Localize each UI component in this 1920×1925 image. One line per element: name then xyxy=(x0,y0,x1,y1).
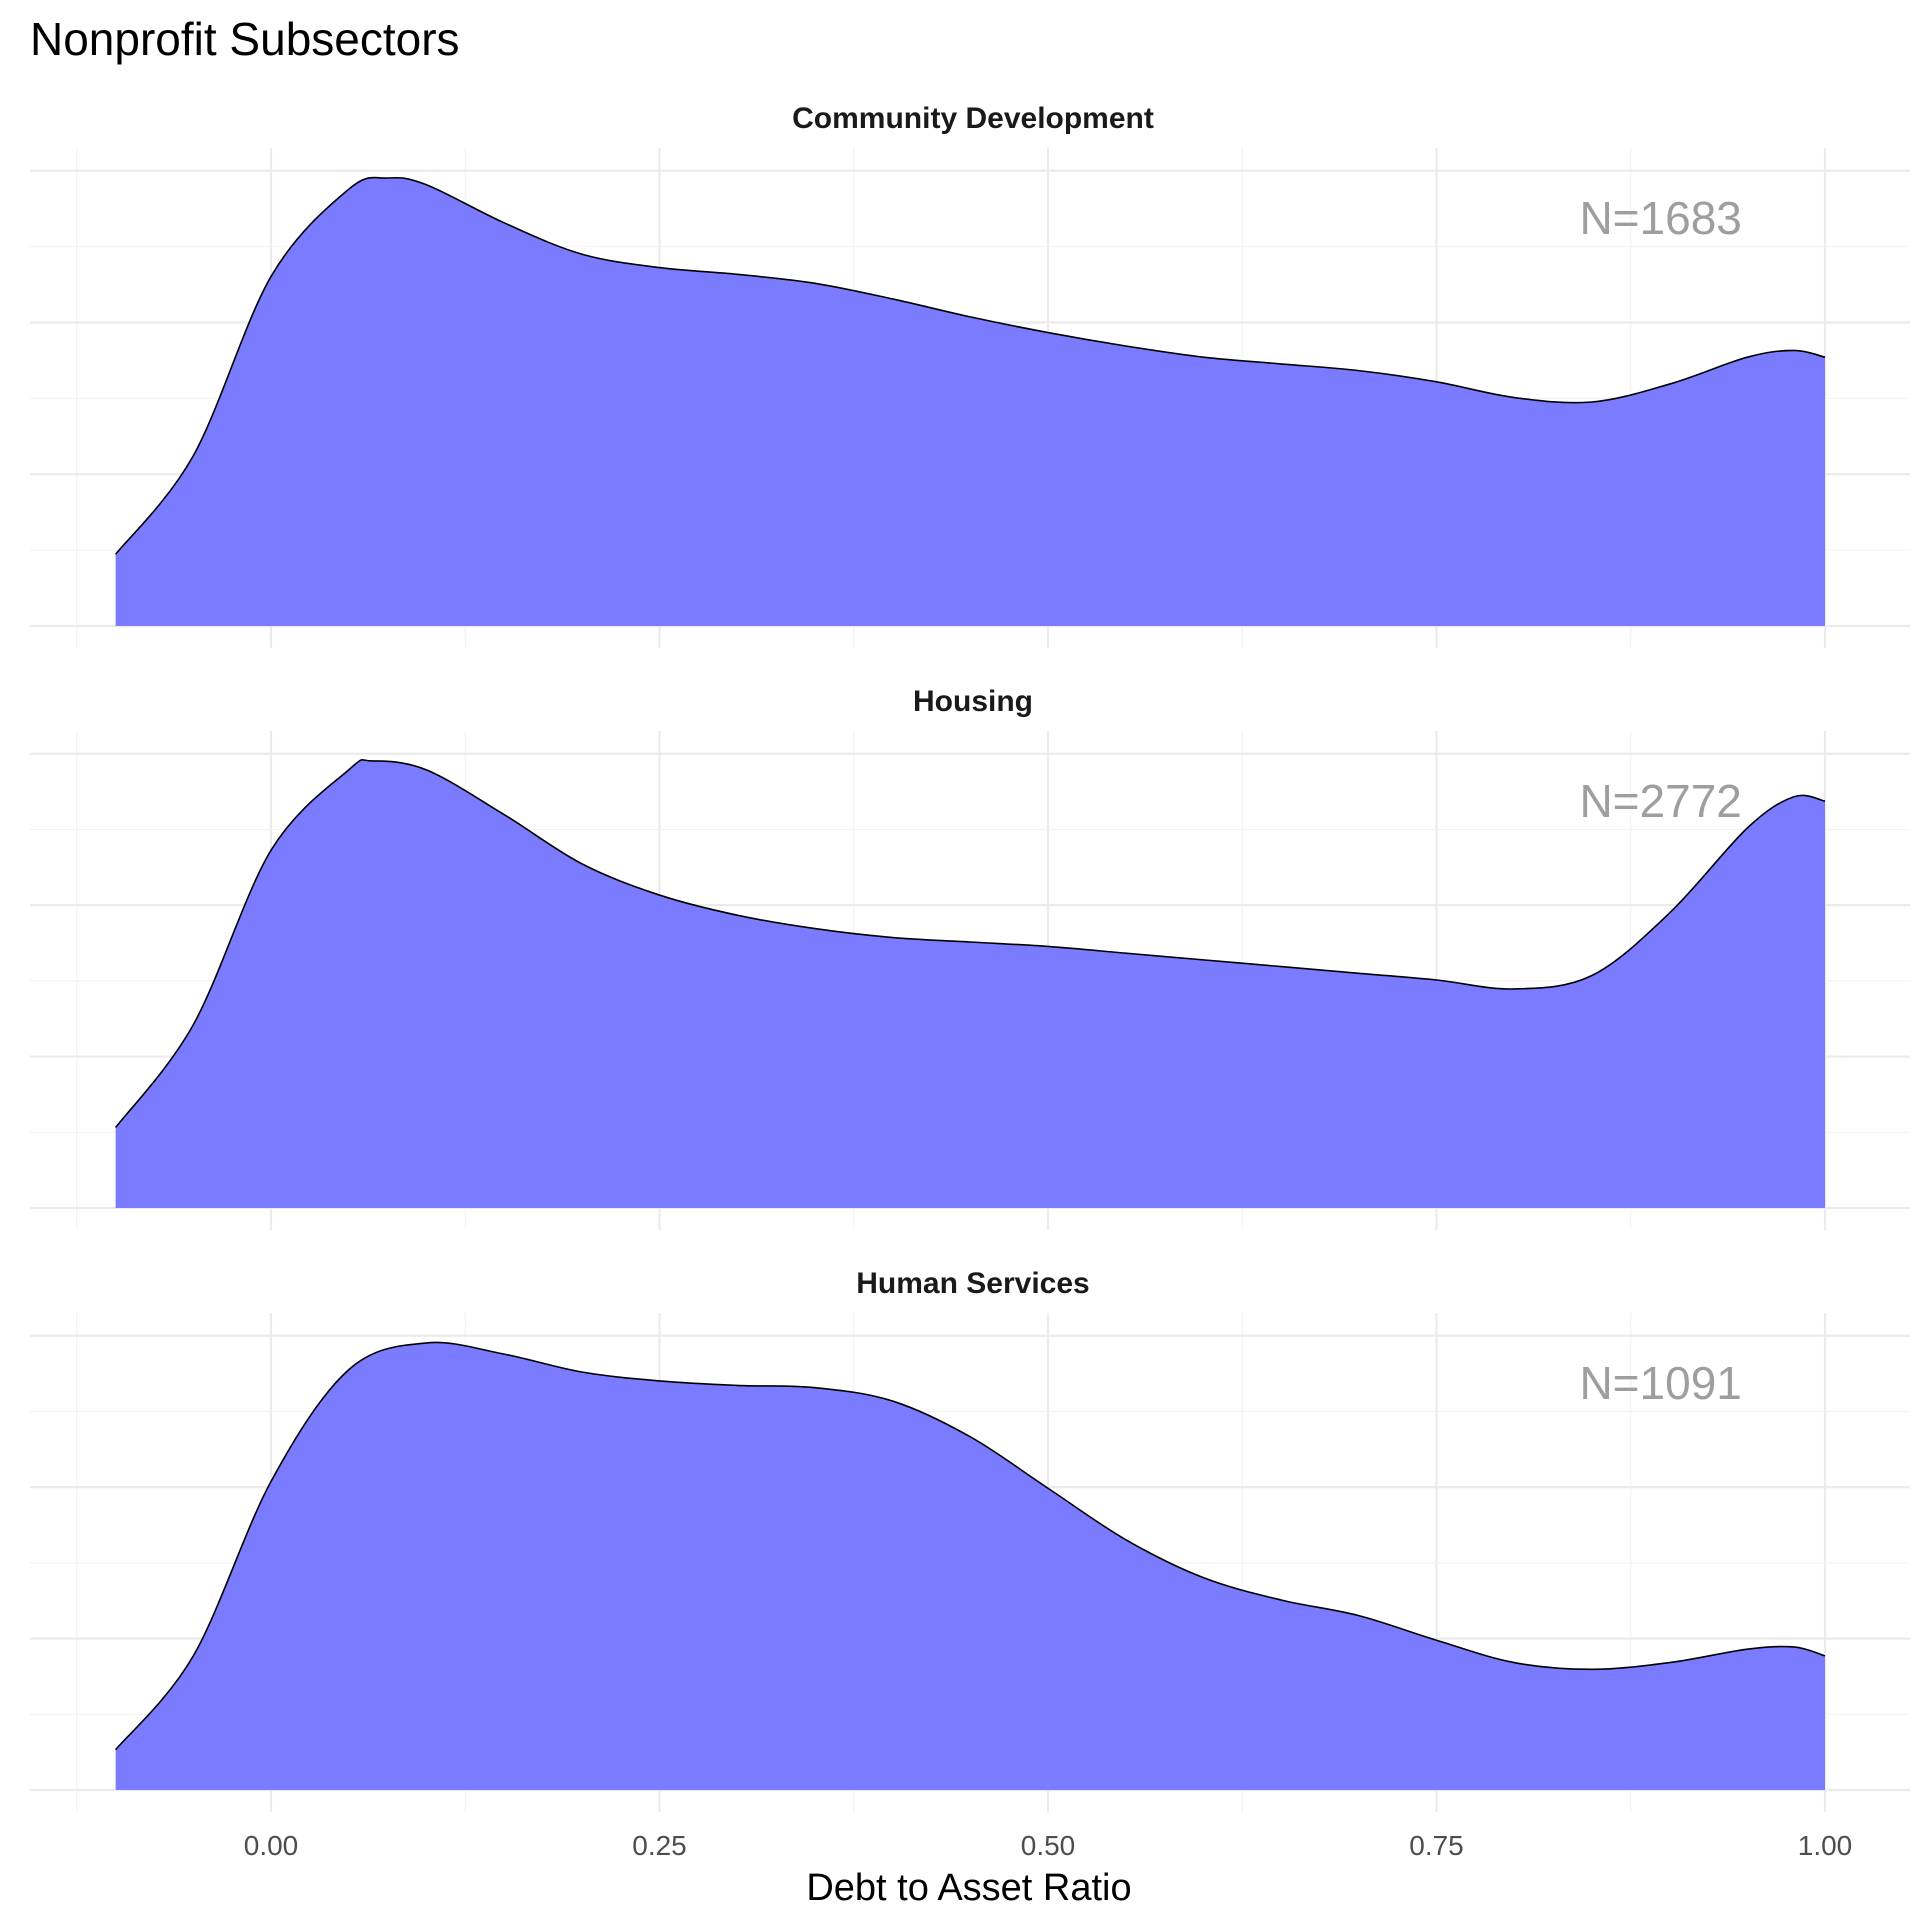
sample-size-label: N=2772 xyxy=(1579,775,1741,827)
facet-panel: Human Services N=1091 xyxy=(30,1267,1910,1812)
sample-size-label: N=1091 xyxy=(1579,1357,1741,1409)
x-axis-title: Debt to Asset Ratio xyxy=(806,1867,1131,1909)
sample-size-label: N=1683 xyxy=(1579,192,1741,244)
density-fill xyxy=(115,177,1826,627)
facet-panel: Housing N=2772 xyxy=(30,685,1910,1230)
x-tick-label: 0.25 xyxy=(632,1830,687,1861)
density-fill xyxy=(115,759,1826,1208)
facet-panels: Community Development N=1683 Housing N=2772… xyxy=(30,102,1910,1812)
x-axis: 0.00 0.25 0.50 0.75 1.00 xyxy=(244,1830,1853,1861)
chart-title: Nonprofit Subsectors xyxy=(30,13,460,65)
facet-strip-label: Community Development xyxy=(792,102,1154,135)
facet-panel: Community Development N=1683 xyxy=(30,102,1910,648)
density-curve xyxy=(114,759,1826,1129)
density-fill xyxy=(115,1342,1826,1790)
density-curve xyxy=(114,176,1826,555)
x-tick-label: 0.50 xyxy=(1021,1830,1076,1861)
x-tick-label: 1.00 xyxy=(1798,1830,1853,1861)
facet-strip-label: Housing xyxy=(913,685,1033,718)
x-tick-label: 0.00 xyxy=(244,1830,299,1861)
x-tick-label: 0.75 xyxy=(1409,1830,1464,1861)
facet-strip-label: Human Services xyxy=(856,1267,1089,1300)
density-curve xyxy=(114,1341,1826,1751)
